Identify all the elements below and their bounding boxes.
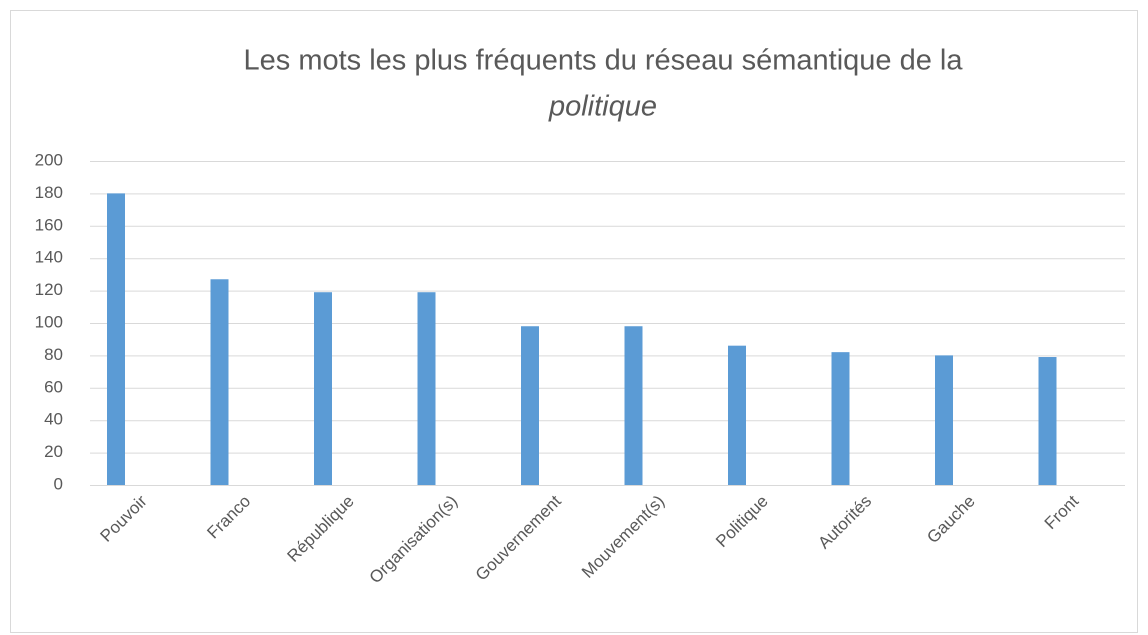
chart-title: Les mots les plus fréquents du réseau sé… xyxy=(244,45,964,77)
y-tick-label: 140 xyxy=(35,248,63,267)
bar xyxy=(1038,357,1057,485)
bar xyxy=(624,326,643,485)
bar xyxy=(107,193,125,485)
bar xyxy=(728,345,746,485)
chart-title-emphasis: politique xyxy=(548,91,657,123)
bar xyxy=(210,279,229,485)
bar xyxy=(521,326,539,485)
y-tick-label: 80 xyxy=(44,345,63,364)
chart-border xyxy=(10,10,1138,633)
y-tick-label: 100 xyxy=(35,312,63,331)
y-tick-label: 0 xyxy=(54,474,63,493)
bar xyxy=(417,292,436,485)
bar xyxy=(831,352,850,485)
bar xyxy=(935,355,953,485)
y-tick-label: 20 xyxy=(44,442,63,461)
y-tick-label: 200 xyxy=(35,150,63,169)
y-tick-label: 180 xyxy=(35,183,63,202)
y-tick-label: 40 xyxy=(44,410,63,429)
y-tick-label: 60 xyxy=(44,377,63,396)
y-tick-label: 160 xyxy=(35,215,63,234)
y-tick-label: 120 xyxy=(35,280,63,299)
bar xyxy=(314,292,332,485)
